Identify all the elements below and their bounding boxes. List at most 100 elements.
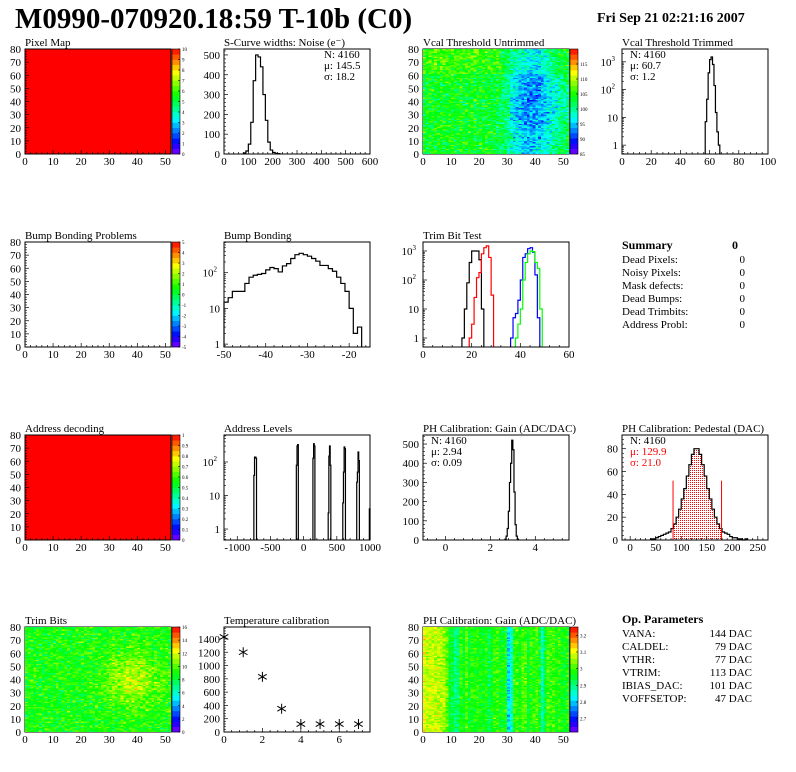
x-tick-label: 0: [22, 349, 28, 361]
color-bar-band: [172, 653, 180, 659]
y-tick-label: 60: [408, 648, 420, 660]
color-bar-label: 6: [182, 692, 185, 697]
y-tick-label: 300: [204, 90, 221, 102]
y-tick-label: 103: [402, 244, 417, 258]
panel-ph-gain-map: PH Calibration: Gain (ADC/DAC) 2.7 2.8 2.9 3…: [408, 615, 587, 746]
color-bar-band: [172, 648, 180, 654]
color-bar-band: [172, 252, 180, 259]
param-label: Noisy Pixels:: [622, 267, 681, 279]
color-bar-band: [172, 278, 180, 285]
color-bar-band: [172, 315, 180, 322]
y-tick-label: 20: [10, 123, 22, 135]
param-label: VTRIM:: [622, 667, 661, 679]
x-tick-label: 4: [533, 542, 539, 554]
x-tick-label: 0: [22, 734, 28, 746]
param-value: 0: [740, 254, 746, 266]
color-bar-label: 3.2: [580, 634, 587, 639]
color-bar-label: 3: [580, 668, 583, 673]
y-tick-label: 1: [613, 140, 619, 152]
color-bar-band: [172, 471, 180, 478]
y-tick-label: 1400: [198, 634, 221, 646]
x-tick-label: 40: [132, 542, 144, 554]
color-bar-label: 2: [182, 718, 185, 723]
param-value: 0: [740, 293, 746, 305]
panel-bump-bonding: Bump Bonding -50 -40 -30 -20 1 10 102: [203, 230, 371, 361]
histogram-series-2: [510, 247, 541, 347]
color-bar-band: [172, 326, 180, 332]
param-value: 0: [740, 280, 746, 292]
y-tick-label: 10: [209, 303, 221, 315]
color-bar-label: 0.3: [182, 508, 189, 513]
x-tick-label: 80: [733, 156, 745, 168]
color-bar-band: [172, 663, 180, 670]
color-bar-band: [172, 461, 180, 467]
x-tick-label: 0: [221, 734, 227, 746]
param-label: VOFFSETOP:: [622, 693, 687, 705]
fit-fill-bar: [681, 498, 684, 540]
x-tick-label: 30: [104, 349, 116, 361]
stats-line: N: 4160: [630, 435, 666, 447]
fit-fill-bar: [714, 517, 717, 540]
color-bar-label: 12: [182, 652, 188, 657]
color-bar-band: [172, 54, 180, 60]
color-bar-band: [570, 669, 578, 675]
y-tick-label: 20: [10, 509, 22, 521]
color-bar-band: [172, 294, 180, 301]
panel-title: Address decoding: [25, 423, 105, 435]
y-tick-label: 10: [10, 522, 22, 534]
x-tick-label: 40: [132, 156, 144, 168]
x-tick-label: 0: [420, 734, 426, 746]
color-bar-band: [172, 59, 180, 66]
x-tick-label: 250: [750, 542, 767, 554]
x-tick-label: 50: [160, 349, 172, 361]
scatter-point: [238, 647, 248, 658]
color-bar-band: [172, 284, 180, 290]
x-tick-label: 50: [160, 156, 172, 168]
fit-fill-bar: [678, 509, 682, 540]
y-tick-label: 100: [204, 129, 221, 141]
color-bar-band: [172, 503, 180, 509]
color-bar-band: [172, 498, 180, 504]
color-bar-band: [570, 716, 578, 722]
color-bar-band: [570, 705, 578, 712]
color-bar-label: 2: [182, 132, 185, 137]
histogram-series-4: [342, 446, 347, 540]
plot-frame: [621, 434, 769, 541]
fit-fill-bar: [711, 509, 715, 540]
y-tick-label: 80: [10, 237, 22, 249]
y-tick-label: 40: [607, 489, 619, 501]
color-bar-band: [570, 700, 578, 707]
x-tick-label: 500: [337, 156, 354, 168]
color-bar-band: [570, 80, 578, 87]
color-bar-band: [172, 513, 180, 520]
plot-frame: [621, 48, 769, 155]
y-tick-label: 40: [408, 97, 420, 109]
x-tick-label: 40: [675, 156, 687, 168]
x-tick-label: 0: [443, 542, 449, 554]
x-tick-label: 30: [502, 156, 514, 168]
param-label: IBIAS_DAC:: [622, 680, 683, 692]
y-tick-label: 10: [408, 136, 420, 148]
y-tick-label: 70: [10, 443, 22, 455]
color-bar-band: [172, 440, 180, 446]
color-bar-band: [570, 85, 578, 92]
x-tick-label: 0: [22, 156, 28, 168]
color-bar-label: 3: [182, 262, 185, 267]
heatmap-vcal-untrimmed: [423, 49, 569, 154]
param-value: 0: [740, 267, 746, 279]
panel-trim-bit-test: Trim Bit Test 0 20 40 60 1 10 102 103: [402, 230, 576, 361]
color-bar-band: [172, 247, 180, 253]
color-bar-label: 0.1: [182, 529, 189, 534]
histogram-series-3: [514, 250, 543, 347]
color-bar-label: 8: [182, 69, 185, 74]
color-bar-band: [172, 143, 180, 150]
y-tick-label: 80: [10, 430, 22, 442]
panel-title: Temperature calibration: [224, 615, 330, 627]
color-bar-band: [172, 450, 180, 457]
x-tick-label: -1000: [224, 542, 250, 554]
color-bar-band: [172, 101, 180, 108]
stats-line: μ: 129.9: [630, 446, 667, 458]
y-tick-label: 102: [203, 455, 218, 469]
color-bar-band: [172, 133, 180, 139]
